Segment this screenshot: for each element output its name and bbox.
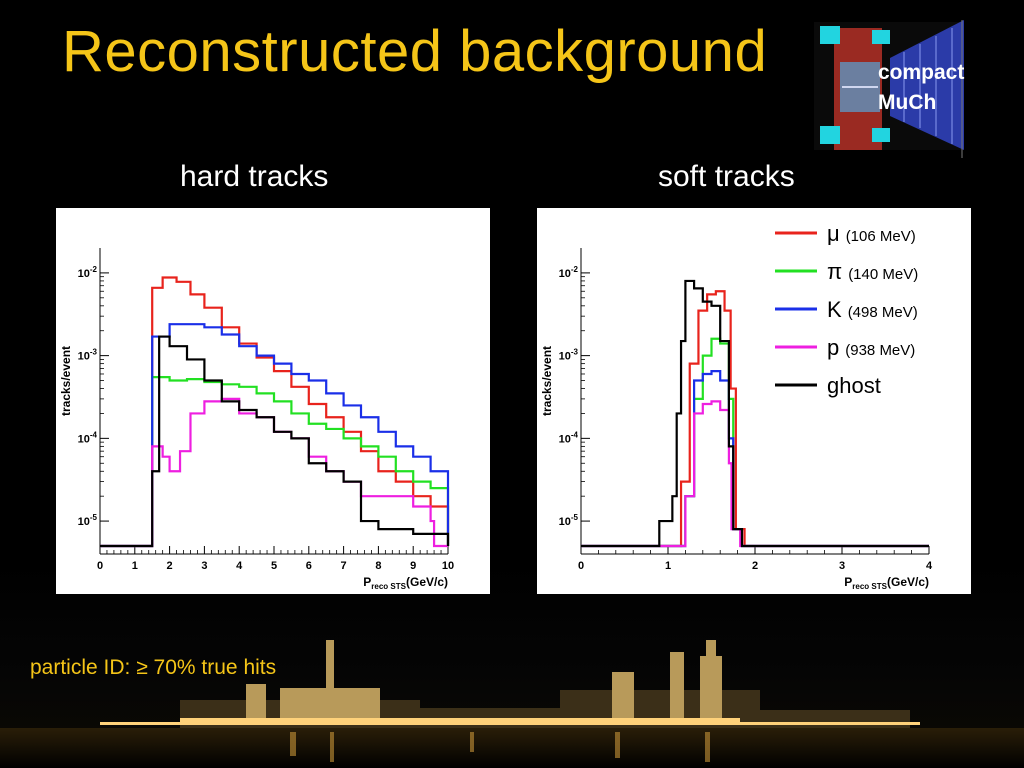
soft-series-pi: [581, 337, 929, 548]
soft-tracks-plot-panel: 0 1 2 3 4 10-2 10-3 10-4 10-5 tracks/event Preco S…: [537, 208, 971, 594]
hard-x-tick-label: 4: [236, 560, 243, 572]
hard-x-tick-label: 5: [271, 560, 277, 572]
soft-x-axis-label: Preco STS(GeV/c): [844, 575, 929, 591]
soft-x-tick-label: 3: [839, 560, 845, 572]
hard-series-mu: [100, 276, 450, 548]
hard-x-tick-label: 3: [201, 560, 207, 572]
hard-series-ghost: [100, 335, 450, 548]
soft-y-axis-label: tracks/event: [540, 346, 554, 416]
city-skyline-image: [0, 560, 1024, 768]
hard-x-tick-label: 0: [97, 560, 103, 572]
hard-x-tick-label: 7: [341, 560, 347, 572]
hard-y-axis-label: tracks/event: [59, 346, 73, 416]
hard-series-K: [100, 323, 450, 548]
hard-x-axis-label: Preco STS(GeV/c): [363, 575, 448, 591]
hard-x-tick-label: 8: [375, 560, 381, 572]
hard-x-tick-label: 6: [306, 560, 312, 572]
soft-series-ghost: [581, 279, 929, 548]
soft-x-tick-label: 4: [926, 560, 933, 572]
legend-label-K: K (498 MeV): [827, 297, 918, 322]
hard-x-tick-label: 2: [167, 560, 173, 572]
legend-label-p: p (938 MeV): [827, 335, 915, 360]
legend-label-pi: π (140 MeV): [827, 259, 918, 284]
legend-label-mu: μ (106 MeV): [827, 221, 916, 246]
soft-y-tick-label: 10-4: [559, 430, 579, 445]
soft-tracks-title: soft tracks: [658, 160, 795, 193]
soft-x-tick-label: 1: [665, 560, 671, 572]
soft-y-tick-label: 10-5: [559, 513, 579, 528]
soft-y-tick-label: 10-2: [559, 265, 579, 280]
logo-label-much: MuCh: [878, 91, 937, 114]
soft-tracks-chart: 0 1 2 3 4 10-2 10-3 10-4 10-5 tracks/event Preco S…: [540, 221, 933, 591]
hard-tracks-title: hard tracks: [180, 160, 329, 193]
hard-x-tick-label: 9: [410, 560, 416, 572]
slide-title: Reconstructed background: [62, 19, 768, 84]
hard-tracks-plot-panel: 0 1 2 3 4 5 6 7 8 9 10 10-2 10-3 10-4 10-5 tracks/event…: [56, 208, 490, 594]
hard-y-tick-label: 10-4: [78, 430, 98, 445]
soft-x-tick-label: 0: [578, 560, 584, 572]
hard-y-tick-label: 10-5: [78, 513, 98, 528]
soft-y-tick-label: 10-3: [559, 348, 579, 363]
hard-y-tick-label: 10-3: [78, 348, 98, 363]
soft-series-mu: [581, 290, 929, 548]
soft-series-p: [581, 400, 929, 548]
hard-y-tick-label: 10-2: [78, 265, 98, 280]
soft-x-tick-label: 2: [752, 560, 758, 572]
much-detector-logo: [814, 20, 964, 158]
hard-x-tick-label: 10: [442, 560, 454, 572]
hard-x-tick-label: 1: [132, 560, 138, 572]
logo-label-compact: compact: [878, 61, 965, 84]
legend-label-ghost: ghost: [827, 373, 881, 398]
hard-series-pi: [100, 376, 450, 548]
particle-id-footnote: particle ID: ≥ 70% true hits: [30, 656, 277, 679]
hard-tracks-chart: 0 1 2 3 4 5 6 7 8 9 10 10-2 10-3 10-4 10-5 tracks/event…: [59, 248, 454, 591]
